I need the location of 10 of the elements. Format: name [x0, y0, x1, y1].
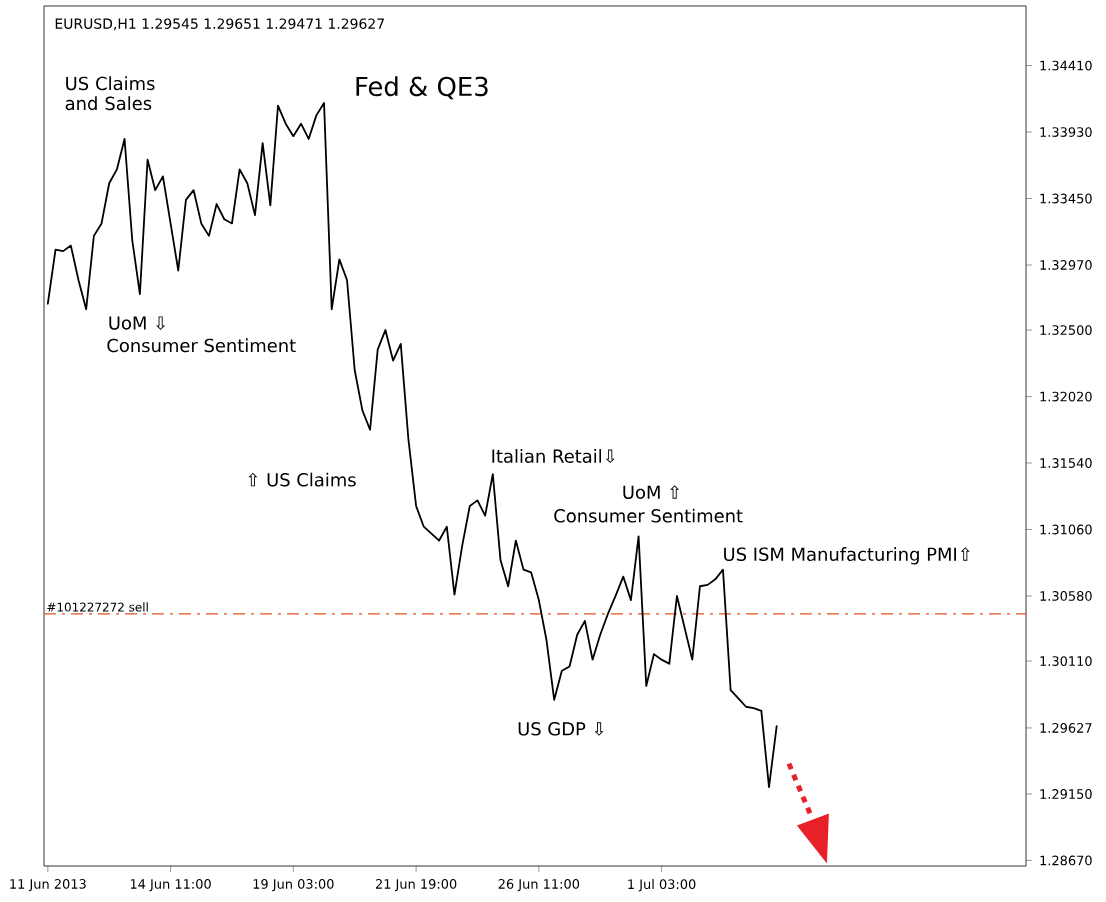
annotation: US ISM Manufacturing PMI⇧	[724, 547, 970, 565]
annotation: US Claims and Sales	[65, 76, 155, 111]
annotation: UoM ⇧	[623, 485, 680, 499]
annotation: Italian Retail⇩	[492, 449, 615, 464]
annotation: Consumer Sentiment	[554, 508, 743, 523]
annotation: UoM ⇩	[109, 316, 166, 330]
annotation: Fed & QE3	[356, 76, 488, 100]
annotation: US GDP ⇩	[518, 722, 604, 736]
annotation: ⇧ US Claims	[248, 472, 356, 487]
annotation: Consumer Sentiment	[107, 338, 296, 353]
